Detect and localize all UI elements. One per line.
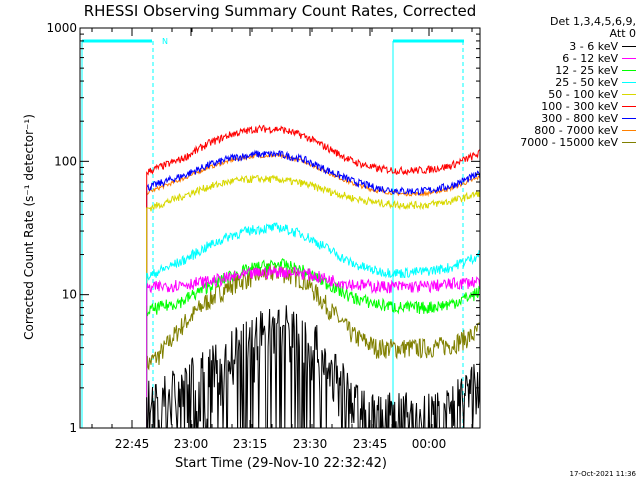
observing-flags: N xyxy=(81,37,464,428)
legend-item: 6 - 12 keV xyxy=(478,51,636,65)
series-line-50-100-kev xyxy=(146,174,480,428)
x-tick-label: 22:45 xyxy=(115,437,150,451)
legend-swatch xyxy=(622,93,636,95)
legend-item: 3 - 6 keV xyxy=(478,39,636,53)
legend-header-line: Det 1,3,4,5,6,9, xyxy=(549,15,636,28)
legend-swatch xyxy=(622,129,636,131)
legend-header: Det 1,3,4,5,6,9, Att 0 xyxy=(478,16,636,40)
series-line-100-300-kev xyxy=(146,124,480,428)
x-tick-label: 23:45 xyxy=(353,437,388,451)
series-line-3-6-kev xyxy=(146,305,480,428)
legend-swatch xyxy=(622,141,636,143)
series-line-7000-15000-kev xyxy=(146,263,480,428)
legend-header-line: Att 0 xyxy=(609,27,636,40)
y-tick-label: 1 xyxy=(69,421,77,435)
flag-label: N xyxy=(162,37,168,46)
footer-timestamp: 17-Oct-2021 11:36 xyxy=(569,470,636,478)
legend-item: 800 - 7000 keV xyxy=(478,123,636,137)
y-axis-label: Corrected Count Rate (s⁻¹ detector⁻¹) xyxy=(22,114,36,340)
x-tick-label: 23:15 xyxy=(233,437,268,451)
series-layer xyxy=(146,124,480,428)
y-tick-label: 100 xyxy=(54,154,77,168)
legend-item: 50 - 100 keV xyxy=(478,87,636,101)
x-tick-label: 23:00 xyxy=(174,437,209,451)
legend: Det 1,3,4,5,6,9, Att 0 3 - 6 keV 6 - 12 ke… xyxy=(478,16,636,149)
legend-item-label: 12 - 25 keV xyxy=(555,63,618,77)
plot-axes: 1 10 100 1000 22:45 23:00 23:15 23:30 23:45 00:00 xyxy=(46,21,481,451)
legend-item-label: 3 - 6 keV xyxy=(569,39,618,53)
legend-item: 300 - 800 keV xyxy=(478,111,636,125)
x-tick-label: 23:30 xyxy=(293,437,328,451)
x-tick-label: 00:00 xyxy=(412,437,447,451)
legend-item: 12 - 25 keV xyxy=(478,63,636,77)
legend-item: 7000 - 15000 keV xyxy=(478,135,636,149)
legend-swatch xyxy=(622,117,636,119)
series-line-25-50-kev xyxy=(146,222,480,428)
series-line-12-25-kev xyxy=(146,257,480,428)
legend-item: 100 - 300 keV xyxy=(478,99,636,113)
series-line-800-7000-kev xyxy=(146,152,480,428)
legend-item-label: 25 - 50 keV xyxy=(555,75,618,89)
legend-item-label: 300 - 800 keV xyxy=(541,111,618,125)
legend-item-label: 6 - 12 keV xyxy=(562,51,618,65)
legend-swatch xyxy=(622,81,636,83)
legend-swatch xyxy=(622,57,636,59)
legend-swatch xyxy=(622,45,636,47)
legend-item-label: 50 - 100 keV xyxy=(548,87,618,101)
series-line-300-800-kev xyxy=(146,149,480,428)
x-axis-label: Start Time (29-Nov-10 22:32:42) xyxy=(175,456,387,471)
y-tick-label: 10 xyxy=(62,288,77,302)
legend-item-label: 100 - 300 keV xyxy=(541,99,618,113)
legend-swatch xyxy=(622,69,636,71)
legend-swatch xyxy=(622,105,636,107)
chart-title: RHESSI Observing Summary Count Rates, Co… xyxy=(84,2,477,20)
legend-item-label: 800 - 7000 keV xyxy=(534,123,618,137)
plot-frame xyxy=(79,27,481,429)
y-tick-label: 1000 xyxy=(46,21,77,35)
series-line-6-12-kev xyxy=(146,266,480,428)
legend-item: 25 - 50 keV xyxy=(478,75,636,89)
legend-item-label: 7000 - 15000 keV xyxy=(520,135,618,149)
